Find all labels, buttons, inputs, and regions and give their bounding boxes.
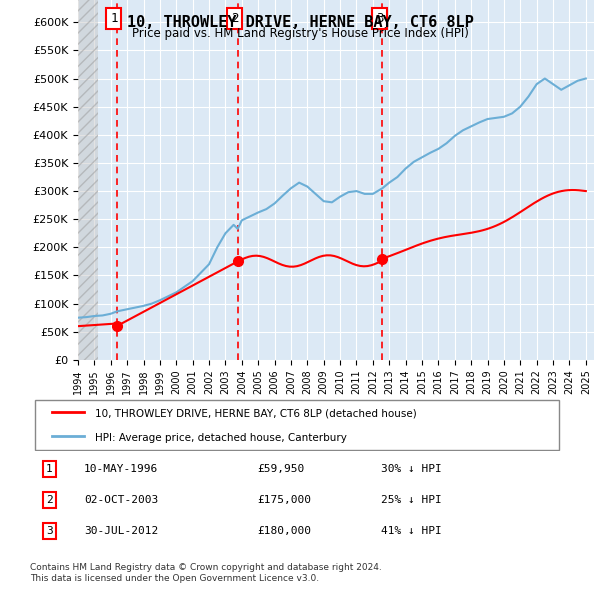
Text: 10, THROWLEY DRIVE, HERNE BAY, CT6 8LP (detached house): 10, THROWLEY DRIVE, HERNE BAY, CT6 8LP (… [95,408,416,418]
Text: 30% ↓ HPI: 30% ↓ HPI [381,464,442,474]
Text: £59,950: £59,950 [257,464,304,474]
Text: 2: 2 [46,495,53,505]
Text: Price paid vs. HM Land Registry's House Price Index (HPI): Price paid vs. HM Land Registry's House … [131,27,469,40]
Text: 1: 1 [110,12,118,25]
Text: 30-JUL-2012: 30-JUL-2012 [84,526,158,536]
Text: 10-MAY-1996: 10-MAY-1996 [84,464,158,474]
Text: £180,000: £180,000 [257,526,311,536]
Text: 02-OCT-2003: 02-OCT-2003 [84,495,158,505]
Text: 1: 1 [46,464,53,474]
Text: £175,000: £175,000 [257,495,311,505]
Bar [78,0,98,360]
Text: 25% ↓ HPI: 25% ↓ HPI [381,495,442,505]
FancyBboxPatch shape [35,401,559,450]
Text: Contains HM Land Registry data © Crown copyright and database right 2024.
This d: Contains HM Land Registry data © Crown c… [30,563,382,583]
Text: HPI: Average price, detached house, Canterbury: HPI: Average price, detached house, Cant… [95,433,347,443]
Text: 2: 2 [231,12,239,25]
Text: 3: 3 [46,526,53,536]
Text: 10, THROWLEY DRIVE, HERNE BAY, CT6 8LP: 10, THROWLEY DRIVE, HERNE BAY, CT6 8LP [127,15,473,30]
Text: 41% ↓ HPI: 41% ↓ HPI [381,526,442,536]
Text: 3: 3 [376,12,383,25]
